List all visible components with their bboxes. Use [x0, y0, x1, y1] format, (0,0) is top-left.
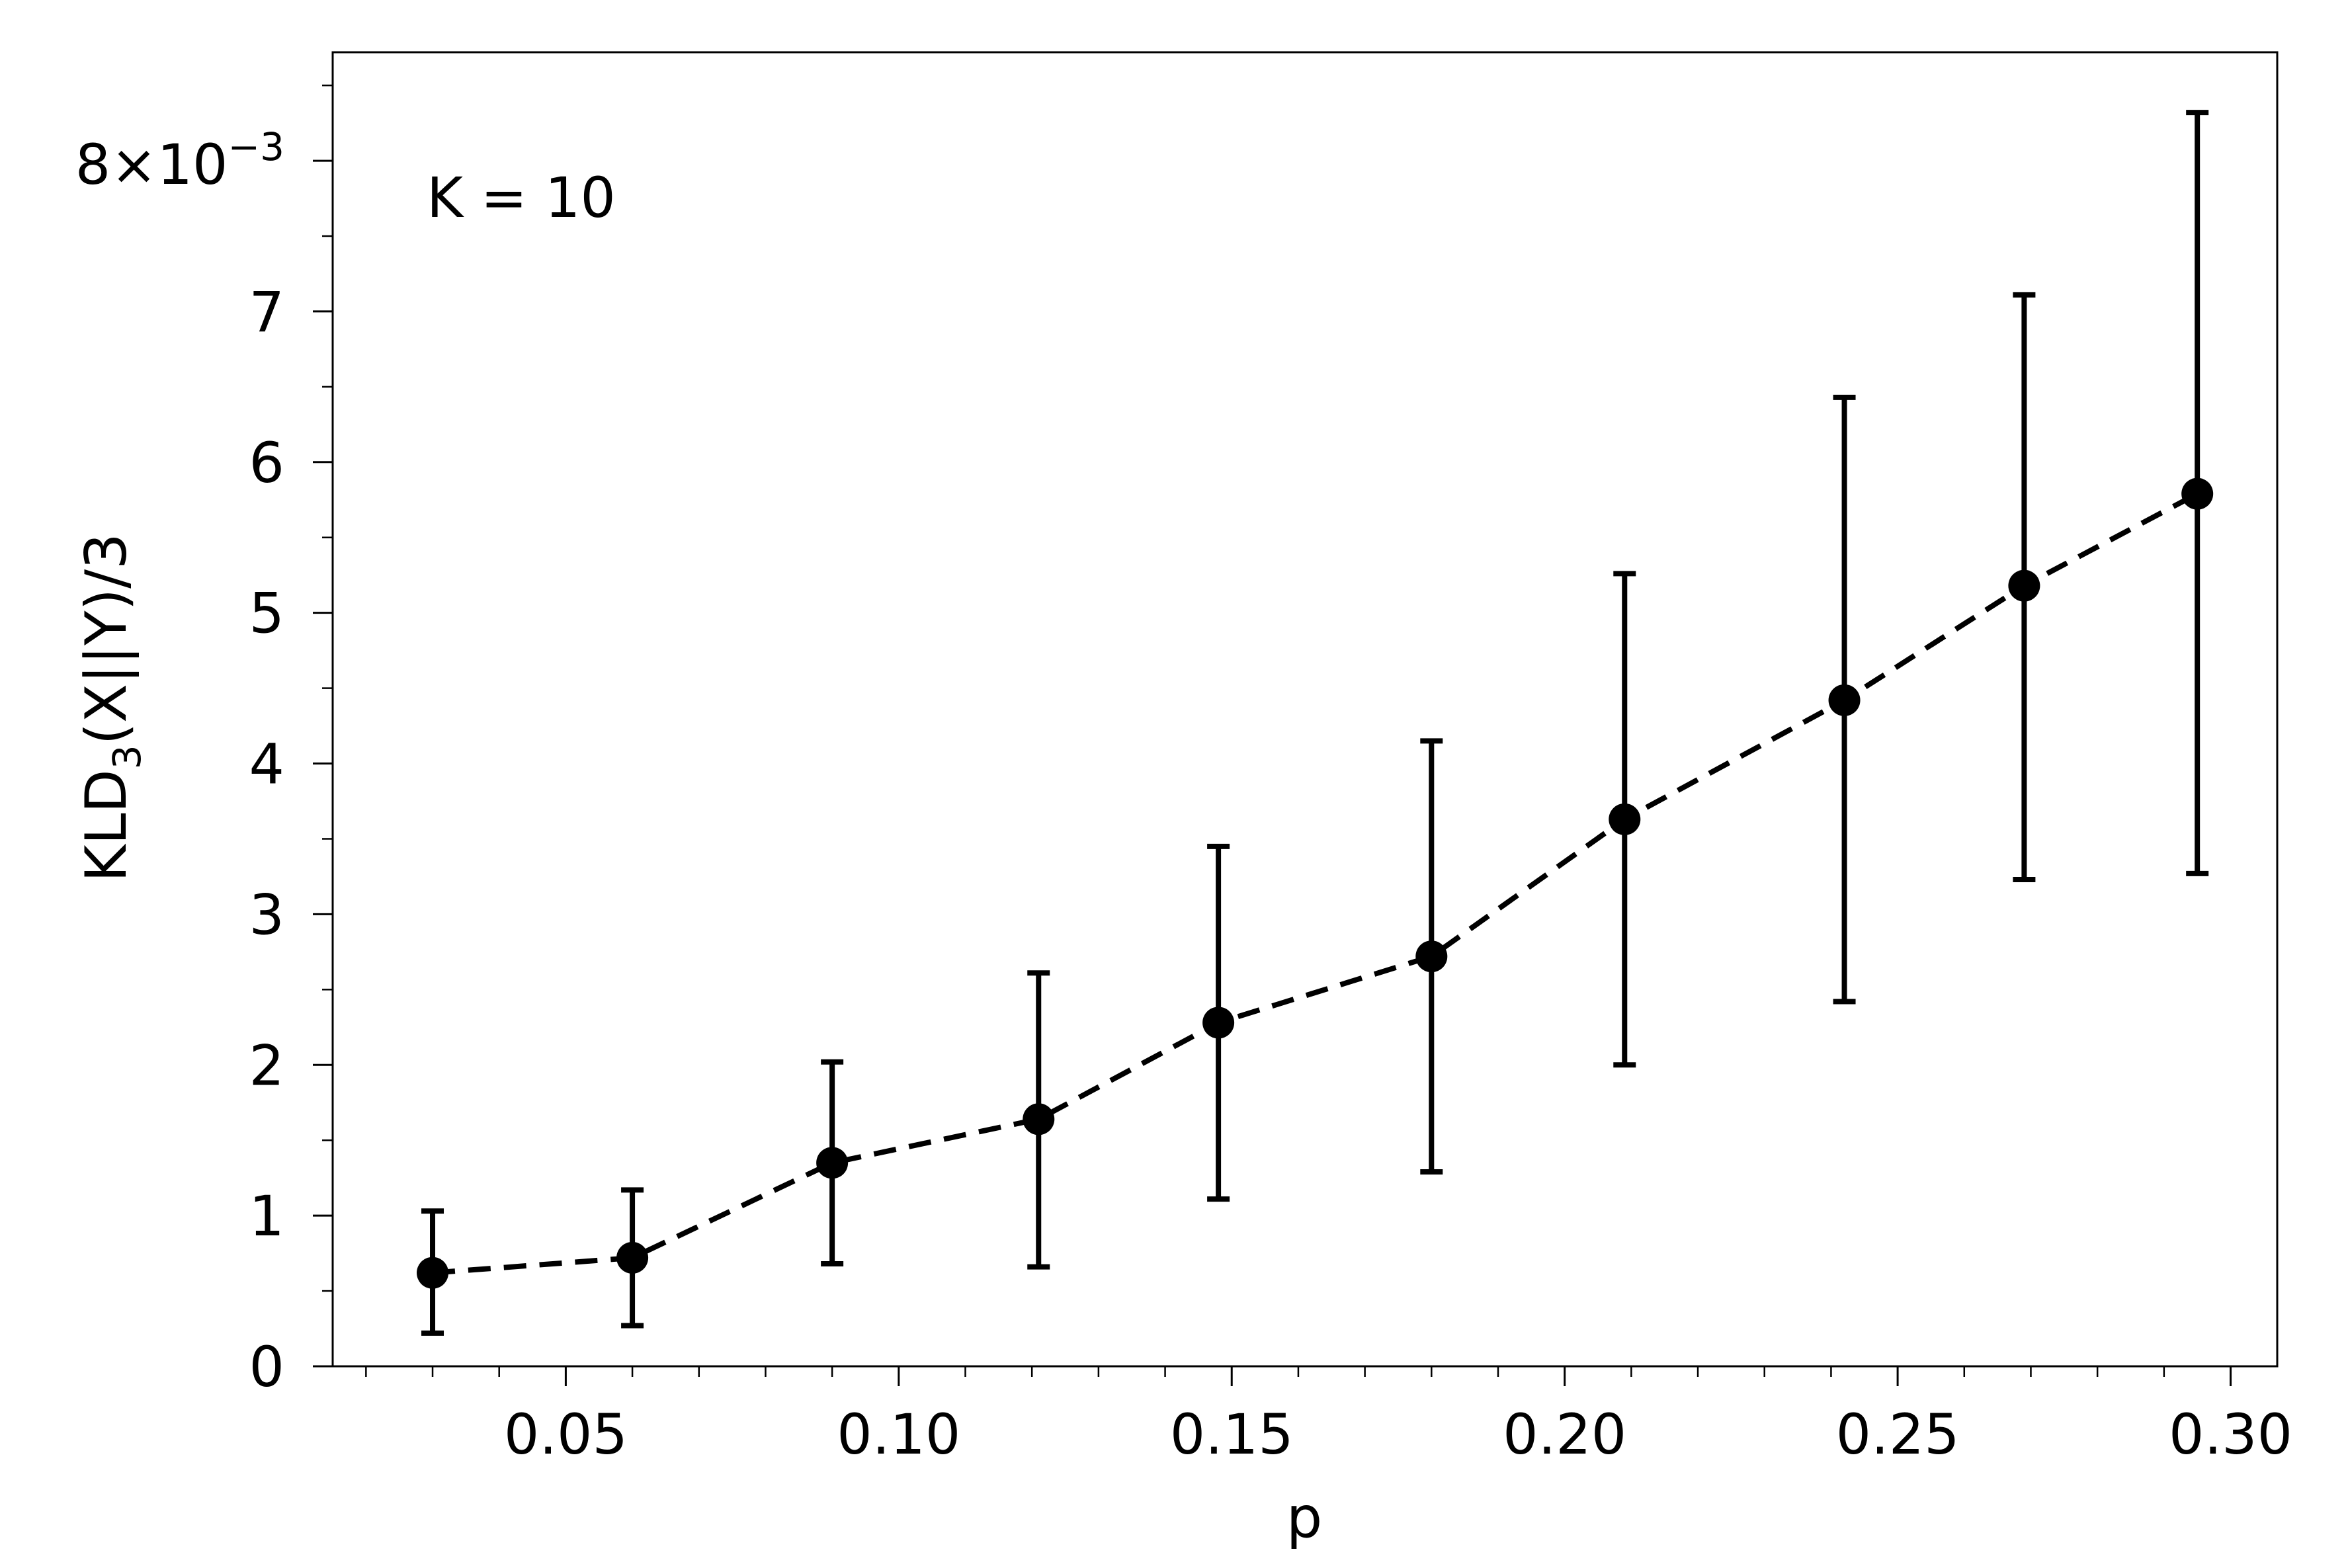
y-tick-label: 5: [249, 581, 284, 646]
series-line: [432, 491, 2199, 1276]
plot-frame: [331, 51, 2279, 1368]
y-tick-label: 6: [249, 431, 284, 495]
x-tick-label: 0.15: [1170, 1402, 1294, 1467]
y-tick-label: 1: [249, 1184, 284, 1249]
y-axis-label: KLD3(X||Y)/3: [73, 533, 149, 882]
x-tick-label: 0.05: [504, 1402, 628, 1467]
y-tick-label: 0: [249, 1335, 284, 1399]
y-tick-labels: 0 1 2 3 4 5 6 7: [249, 280, 284, 1399]
minor-ticks: [322, 84, 2165, 1377]
data-point: [1828, 684, 1861, 716]
data-point: [1202, 1007, 1235, 1039]
y-top-tick-label: 8×10−3: [75, 124, 284, 197]
y-top-tick-exponent: −3: [228, 124, 285, 169]
x-axis-label: p: [1286, 1485, 1323, 1551]
x-tick-label: 0.25: [1836, 1402, 1960, 1467]
y-axis-label-suffix: (X||Y)/3: [73, 533, 140, 745]
y-axis-label-subscript: 3: [105, 745, 149, 769]
y-tick-label: 7: [249, 280, 284, 345]
x-tick-labels: 0.05 0.10 0.15 0.20 0.25 0.30: [504, 1402, 2292, 1467]
y-tick-label: 3: [249, 882, 284, 947]
y-tick-label: 4: [249, 732, 284, 797]
x-tick-label: 0.10: [837, 1402, 960, 1467]
k-annotation: K = 10: [427, 165, 616, 230]
x-tick-label: 0.20: [1503, 1402, 1626, 1467]
data-point: [1609, 803, 1641, 835]
data-point: [2008, 569, 2040, 602]
data-point: [816, 1147, 849, 1179]
data-point: [1023, 1103, 1055, 1135]
y-top-tick-mantissa: 8×10: [75, 132, 228, 197]
data-layer: [417, 110, 2214, 1336]
y-axis-label-main: KLD: [73, 769, 140, 882]
data-point: [1415, 940, 1448, 973]
data-point: [417, 1257, 449, 1289]
data-point: [616, 1241, 649, 1274]
y-tick-label: 2: [249, 1033, 284, 1098]
data-point: [2181, 477, 2214, 510]
major-ticks: [313, 159, 2232, 1386]
x-tick-label: 0.30: [2169, 1402, 2292, 1467]
